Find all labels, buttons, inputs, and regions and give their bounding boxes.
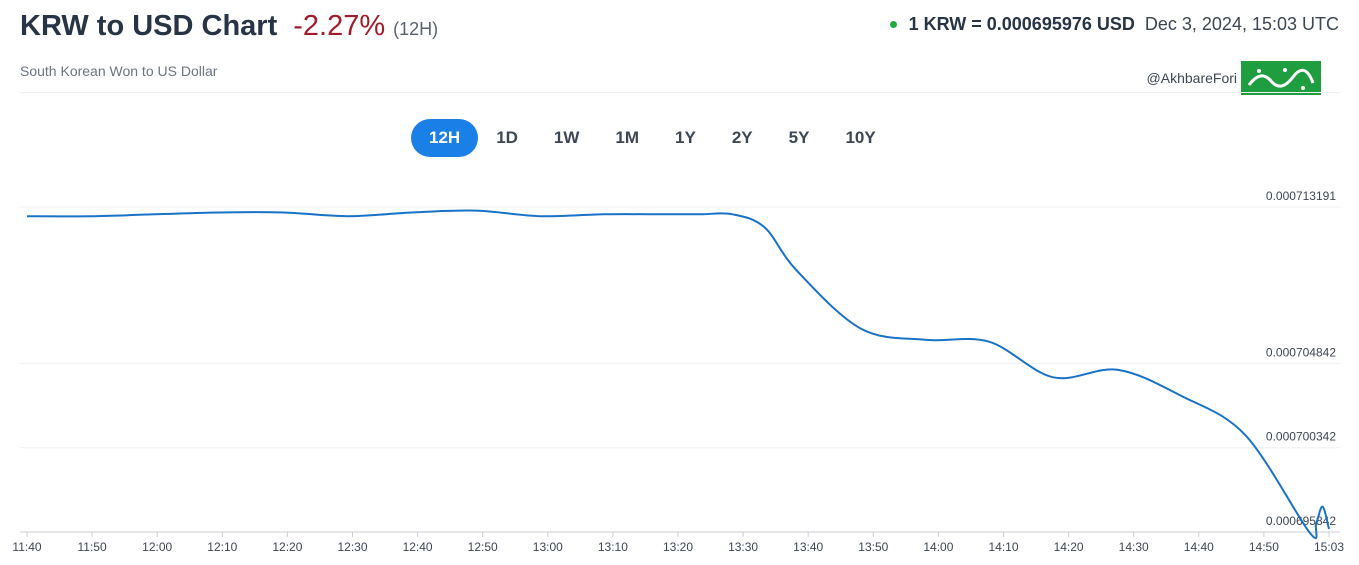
tab-2y[interactable]: 2Y (731, 128, 753, 147)
x-tick-label: 13:30 (728, 540, 758, 554)
krw-usd-line-chart: 0.0007131910.0007048420.0007003420.00069… (12, 189, 1344, 554)
live-indicator-icon (889, 21, 897, 28)
x-tick-label: 14:40 (1184, 540, 1214, 554)
tab-5y[interactable]: 5Y (788, 128, 810, 147)
tab-12h[interactable]: 12H (411, 119, 479, 157)
x-tick-label: 14:10 (988, 540, 1018, 554)
page-title: KRW to USD Chart (20, 10, 278, 42)
x-tick-label: 14:50 (1249, 540, 1279, 554)
x-tick-label: 13:50 (858, 540, 888, 554)
watermark-handle: @AkhbareFori (1146, 70, 1237, 86)
rate-row: 1 KRW = 0.000695976 USD Dec 3, 2024, 15:… (889, 14, 1339, 35)
percent-change: -2.27% (293, 10, 386, 42)
exchange-rate: 1 KRW = 0.000695976 USD (908, 14, 1135, 34)
header-divider (20, 92, 1340, 93)
krw-usd-series-line (26, 209, 1330, 540)
y-tick-label: 0.000704842 (1266, 345, 1336, 359)
x-tick-label: 13:00 (533, 540, 563, 554)
x-axis-ticks: 11:40 11:50 12:00 12:10 12:20 12:30 12:40 12:50… (12, 532, 1344, 554)
rate-timestamp: Dec 3, 2024, 15:03 UTC (1144, 14, 1339, 34)
x-tick-label: 12:50 (468, 540, 498, 554)
x-tick-label: 11:40 (12, 540, 41, 554)
x-tick-label: 14:20 (1054, 540, 1084, 554)
series-lines (26, 209, 1330, 540)
akhbarefori-logo-icon (1241, 61, 1321, 95)
y-tick-label: 0.000700342 (1266, 430, 1336, 444)
tab-1y[interactable]: 1Y (675, 128, 696, 147)
y-tick-label: 0.000713191 (1266, 189, 1336, 203)
x-tick-label: 13:40 (793, 540, 823, 554)
y-axis-ticks: 0.0007131910.0007048420.0007003420.00069… (1266, 189, 1336, 528)
watermark: @AkhbareFori (1147, 61, 1321, 95)
x-tick-label: 14:30 (1119, 540, 1149, 554)
change-period: (12H) (393, 19, 439, 39)
timeframe-tabs: 12H 1D 1W 1M 1Y 2Y 5Y 10Y (411, 119, 894, 157)
x-tick-label: 11:50 (78, 540, 107, 554)
tab-1d[interactable]: 1D (496, 128, 518, 147)
x-tick-label: 15:03 (1314, 540, 1344, 554)
x-tick-label: 12:00 (142, 540, 172, 554)
x-tick-label: 14:00 (923, 540, 953, 554)
x-tick-label: 12:10 (207, 540, 237, 554)
title-row: KRW to USD Chart -2.27% (12H) (20, 10, 438, 43)
x-tick-label: 13:10 (598, 540, 628, 554)
tab-1w[interactable]: 1W (553, 128, 580, 147)
page-subtitle: South Korean Won to US Dollar (20, 63, 218, 79)
x-tick-label: 12:30 (337, 540, 367, 554)
chart-header: KRW to USD Chart -2.27% (12H) South Kore… (20, 8, 1339, 95)
tab-10y[interactable]: 10Y (845, 128, 876, 147)
grid-lines (20, 206, 1340, 533)
x-tick-label: 12:20 (272, 540, 302, 554)
tab-1m[interactable]: 1M (615, 128, 640, 147)
x-tick-label: 13:20 (663, 540, 693, 554)
x-tick-label: 12:40 (403, 540, 433, 554)
